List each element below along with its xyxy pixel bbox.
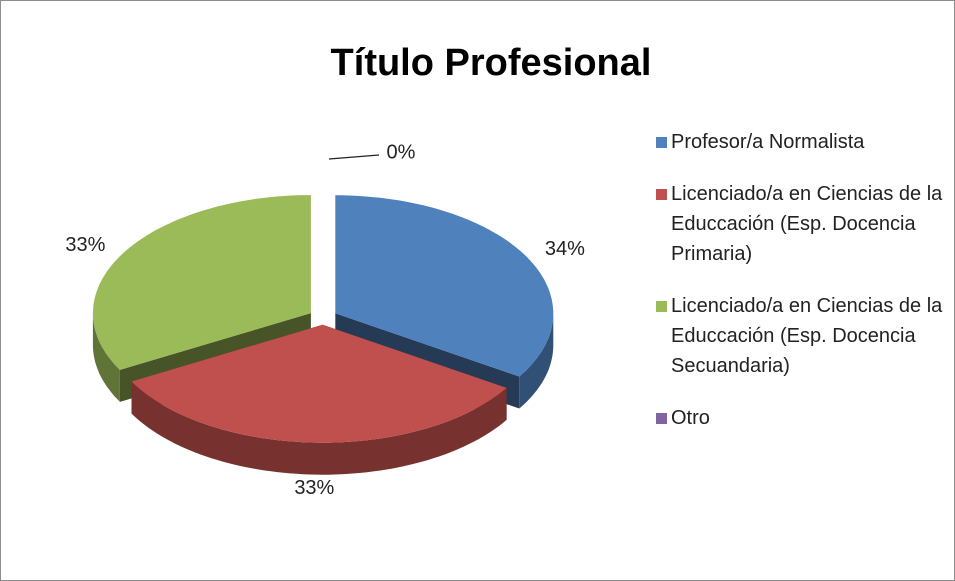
slice-side [519, 313, 554, 409]
chart-title: Título Profesional [331, 42, 652, 84]
legend-item: Licenciado/a en Ciencias de la Educcació… [656, 179, 946, 269]
data-label: 33% [294, 477, 334, 499]
legend-item: Licenciado/a en Ciencias de la Educcació… [656, 291, 946, 381]
legend-swatch [656, 189, 667, 200]
data-label: 33% [65, 234, 105, 256]
legend-swatch [656, 413, 667, 424]
legend-label: Otro [671, 407, 710, 429]
legend-swatch [656, 137, 667, 148]
legend-swatch [656, 301, 667, 312]
legend-label: Licenciado/a en Ciencias de la Educcació… [671, 295, 943, 377]
leader-line [328, 154, 380, 160]
legend-item: Otro [656, 403, 946, 433]
data-label: 34% [545, 238, 585, 260]
slice-side [92, 313, 120, 402]
slice-top [92, 195, 311, 370]
legend: Profesor/a Normalista Licenciado/a en Cie… [656, 127, 946, 455]
legend-label: Profesor/a Normalista [671, 131, 865, 153]
legend-label: Licenciado/a en Ciencias de la Educcació… [671, 183, 943, 265]
pie-slice [131, 324, 507, 475]
slice-side [131, 381, 507, 475]
slice-top [131, 324, 507, 443]
data-label: 0% [387, 141, 416, 163]
legend-item: Profesor/a Normalista [656, 127, 946, 157]
slice-top [335, 195, 554, 377]
